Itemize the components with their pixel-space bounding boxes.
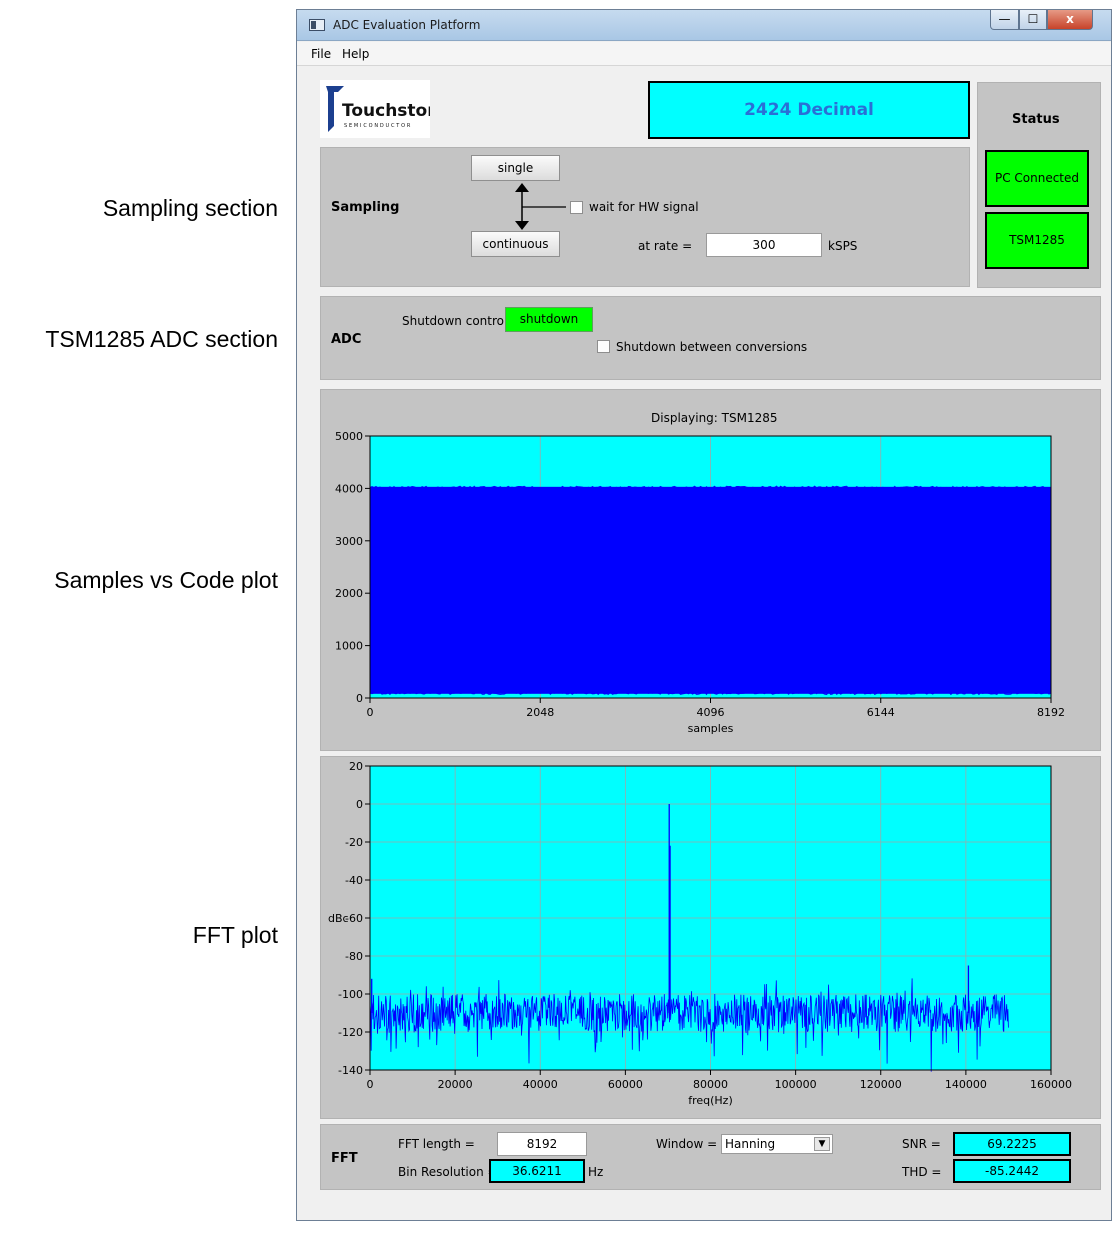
status-device: TSM1285 (985, 212, 1089, 269)
callout-adc: TSM1285 ADC section (45, 326, 278, 352)
thd-label: THD = (902, 1165, 942, 1179)
snr-label: SNR = (902, 1137, 941, 1151)
adc-panel (320, 296, 1101, 380)
x-axis-label: freq(Hz) (688, 1094, 733, 1107)
x-tick-label: 0 (367, 1078, 374, 1091)
samples-max-edge (369, 485, 1052, 490)
y-tick-label: -100 (338, 988, 363, 1001)
y-tick-label: -20 (345, 836, 363, 849)
fft-noise-trace (369, 978, 1009, 1072)
adc-title: ADC (331, 332, 362, 347)
y-tick-label: 20 (349, 760, 363, 773)
continuous-button[interactable]: continuous (471, 231, 560, 257)
y-tick-label: 2000 (335, 587, 363, 600)
callout-fft-plot: FFT plot (192, 922, 278, 948)
logo-text: Touchstone (342, 101, 430, 121)
mode-arrow-icon (515, 183, 566, 230)
window-label: Window = (656, 1137, 718, 1151)
x-tick-label: 40000 (523, 1078, 558, 1091)
wait-hw-label: wait for HW signal (589, 200, 699, 214)
y-tick-label: 1000 (335, 640, 363, 653)
status-pc-connected: PC Connected (985, 150, 1089, 207)
shutdown-between-checkbox[interactable] (597, 340, 610, 353)
chevron-down-icon[interactable]: ▼ (814, 1137, 830, 1151)
snr-value: 69.2225 (953, 1132, 1071, 1156)
samples-band (370, 486, 1051, 694)
value-display: 2424 Decimal (648, 81, 970, 139)
x-tick-label: 4096 (697, 706, 725, 719)
x-axis-label: samples (688, 722, 734, 735)
touchstone-logo: Touchstone SEMICONDUCTOR (320, 80, 451, 138)
y-axis-label: dBc (328, 912, 349, 925)
fft-length-label: FFT length = (398, 1137, 475, 1151)
shutdown-between-label: Shutdown between conversions (616, 340, 808, 354)
x-tick-label: 120000 (860, 1078, 902, 1091)
fft-plot: 0 20000 40000 60000 80000 100000 120000 140000 1… (328, 760, 1072, 1107)
y-tick-label: 5000 (335, 430, 363, 443)
x-tick-label: 80000 (693, 1078, 728, 1091)
wait-hw-checkbox[interactable] (570, 201, 583, 214)
x-tick-label: 100000 (775, 1078, 817, 1091)
y-tick-label: 4000 (335, 482, 363, 495)
x-tick-label: 160000 (1030, 1078, 1072, 1091)
y-tick-label: -120 (338, 1026, 363, 1039)
maximize-button[interactable]: ☐ (1019, 10, 1047, 30)
x-tick-label: 140000 (945, 1078, 987, 1091)
sampling-title: Sampling (331, 200, 400, 215)
window-select[interactable]: Hanning ▼ (721, 1134, 833, 1154)
shutdown-button[interactable]: shutdown (505, 307, 593, 332)
samples-plot-title: Displaying: TSM1285 (651, 411, 778, 425)
x-tick-label: 8192 (1037, 706, 1065, 719)
x-tick-label: 20000 (438, 1078, 473, 1091)
app-icon (309, 19, 325, 31)
status-title: Status (1012, 112, 1060, 127)
shutdown-control-label: Shutdown control (402, 314, 508, 328)
title-bar: ADC Evaluation Platform — ☐ x (297, 10, 1111, 41)
samples-plot: 0 2048 4096 6144 8192 0 1000 2000 3000 4000 5000 sa… (335, 430, 1065, 735)
fft-title: FFT (331, 1151, 358, 1166)
menu-help[interactable]: Help (342, 47, 370, 61)
menu-bar: File Help (297, 42, 1111, 66)
x-tick-label: 60000 (608, 1078, 643, 1091)
minimize-button[interactable]: — (990, 10, 1019, 30)
bin-resolution-label: Bin Resolution = (398, 1165, 498, 1179)
callout-sampling: Sampling section (102, 195, 278, 221)
logo-subtext: SEMICONDUCTOR (344, 123, 412, 129)
y-tick-label: 0 (356, 798, 363, 811)
y-tick-label: -60 (345, 912, 363, 925)
samples-min-edge (369, 690, 1052, 696)
y-tick-label: 0 (356, 692, 363, 705)
menu-file[interactable]: File (311, 47, 332, 61)
y-tick-label: -140 (338, 1064, 363, 1077)
window-select-value: Hanning (725, 1137, 776, 1151)
touchstone-logo-mark: Touchstone SEMICONDUCTOR (326, 86, 451, 132)
rate-unit: kSPS (828, 239, 858, 253)
fft-length-input[interactable]: 8192 (497, 1132, 587, 1156)
window-title: ADC Evaluation Platform (333, 18, 481, 32)
thd-value: -85.2442 (953, 1159, 1071, 1183)
x-tick-label: 0 (367, 706, 374, 719)
y-tick-label: 3000 (335, 535, 363, 548)
rate-label: at rate = (638, 239, 693, 253)
callout-samples-plot: Samples vs Code plot (54, 567, 278, 593)
y-tick-label: -80 (345, 950, 363, 963)
bin-resolution-unit: Hz (588, 1165, 604, 1179)
x-tick-label: 2048 (526, 706, 554, 719)
y-tick-label: -40 (345, 874, 363, 887)
bin-resolution-value: 36.6211 (489, 1159, 585, 1183)
close-button[interactable]: x (1047, 10, 1093, 30)
rate-input[interactable]: 300 (706, 233, 822, 257)
x-tick-label: 6144 (867, 706, 895, 719)
single-button[interactable]: single (471, 155, 560, 181)
sampling-panel (320, 147, 970, 287)
